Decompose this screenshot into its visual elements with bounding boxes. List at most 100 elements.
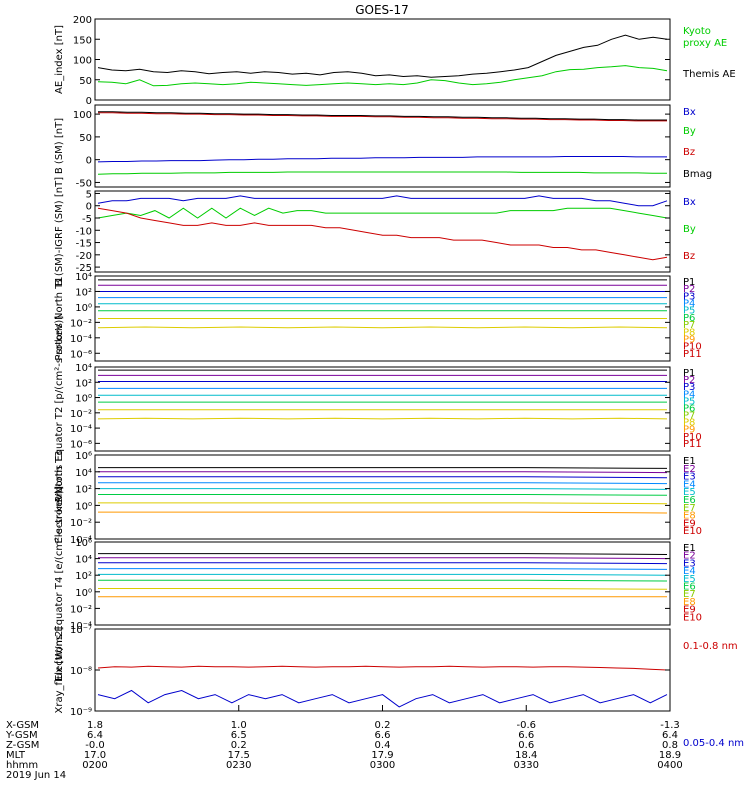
series-label-e9: E9 bbox=[683, 605, 696, 616]
panel-frame bbox=[94, 366, 671, 452]
series-label-p5: P5 bbox=[683, 396, 695, 407]
series-label-p10: P10 bbox=[683, 432, 702, 443]
ytick-label: 100 bbox=[73, 56, 92, 67]
ytick-label: 200 bbox=[73, 15, 92, 26]
series-e7 bbox=[98, 588, 668, 590]
series-label-kyoto: Kyoto bbox=[683, 26, 711, 37]
ytick-label: 10⁻² bbox=[70, 318, 92, 329]
series-e6 bbox=[98, 579, 668, 582]
panel-frame bbox=[94, 18, 671, 101]
series-p8 bbox=[97, 417, 668, 420]
series-label-p3: P3 bbox=[683, 382, 695, 393]
series-label-p9: P9 bbox=[683, 334, 695, 345]
series-e1 bbox=[98, 553, 668, 555]
ytick-label: 10² bbox=[75, 287, 92, 298]
ytick-label: 10⁻⁶ bbox=[70, 439, 92, 450]
ytick-label: 10⁶ bbox=[75, 451, 92, 462]
series-label-p1: P1 bbox=[683, 368, 695, 379]
ylabel: Protons Equator T2 [p/(cm²-s-sr-keV)] bbox=[54, 316, 65, 503]
panel-frame bbox=[94, 104, 671, 188]
series-label-e2: E2 bbox=[683, 551, 696, 562]
series-label-e3: E3 bbox=[683, 472, 696, 483]
panel-frame bbox=[94, 541, 671, 626]
footer-cell: 6.6 bbox=[375, 730, 391, 741]
footer-cell: -0.6 bbox=[516, 720, 536, 731]
ylabel: Electrons North T3 bbox=[54, 450, 65, 543]
series-label-0-05-0-4-nm: 0.05-0.4 nm bbox=[683, 738, 744, 749]
footer-cell: 0.2 bbox=[375, 720, 391, 731]
ytick-label: 10⁻² bbox=[70, 409, 92, 420]
series-label-p4: P4 bbox=[683, 299, 695, 310]
ylabel: Electrons Equator T4 [e/(cm²-s-sr-keV)] bbox=[54, 486, 65, 681]
ytick-label: -50 bbox=[76, 178, 92, 189]
footer-row-label: MLT bbox=[6, 750, 26, 761]
series-e4 bbox=[98, 482, 668, 485]
footer-cell: 1.8 bbox=[87, 720, 103, 731]
ytick-label: 100 bbox=[73, 110, 92, 121]
series-label-by: By bbox=[683, 224, 696, 235]
series-label-e3: E3 bbox=[683, 558, 696, 569]
footer-row-label: Z-GSM bbox=[6, 740, 39, 751]
footer-cell: 17.0 bbox=[84, 750, 106, 761]
series-e8 bbox=[98, 511, 668, 514]
ylabel: B (SM) [nT] bbox=[54, 118, 65, 174]
series-e5 bbox=[98, 488, 668, 490]
footer-cell: 0.6 bbox=[518, 740, 534, 751]
footer-cell: 0330 bbox=[514, 760, 539, 771]
panel-frame bbox=[94, 275, 671, 362]
ytick-label: 10⁶ bbox=[75, 538, 92, 549]
footer-cell: 0400 bbox=[657, 760, 682, 771]
ytick-label: 10⁴ bbox=[75, 363, 92, 374]
series-label-p2: P2 bbox=[683, 284, 695, 295]
series-label-p1: P1 bbox=[683, 277, 695, 288]
series-label-bx: Bx bbox=[683, 197, 696, 208]
panel-frame bbox=[94, 628, 671, 712]
ytick-label: 10⁻² bbox=[70, 518, 92, 529]
ytick-label: 10⁻⁸ bbox=[70, 666, 92, 677]
ytick-label: -20 bbox=[76, 251, 92, 262]
series-label-p8: P8 bbox=[683, 418, 695, 429]
ytick-label: 10⁰ bbox=[75, 394, 92, 405]
series-label-e1: E1 bbox=[683, 543, 696, 554]
ylabel: AE_index [nT] bbox=[54, 25, 65, 94]
panel-frame bbox=[94, 190, 671, 273]
ytick-label: 10⁴ bbox=[75, 272, 92, 283]
series-label-p11: P11 bbox=[683, 349, 702, 360]
footer-cell: 18.4 bbox=[515, 750, 537, 761]
series-e3 bbox=[98, 562, 668, 565]
series-label-e8: E8 bbox=[683, 511, 696, 522]
series-p8 bbox=[97, 326, 668, 329]
footer-cell: 6.5 bbox=[231, 730, 247, 741]
footer-cell: 18.9 bbox=[659, 750, 681, 761]
series-0-05-0-4-nm bbox=[97, 689, 668, 708]
footer-cell: 0.8 bbox=[662, 740, 678, 751]
series-label-e7: E7 bbox=[683, 503, 696, 514]
series-themis-ae bbox=[97, 34, 668, 78]
series-bmag bbox=[98, 111, 667, 121]
ytick-label: -25 bbox=[76, 263, 92, 274]
series-label-p7: P7 bbox=[683, 411, 695, 422]
series-label-e4: E4 bbox=[683, 566, 696, 577]
ytick-label: 5 bbox=[86, 189, 92, 200]
ytick-label: 10⁻⁶ bbox=[70, 349, 92, 360]
ytick-label: 10² bbox=[75, 571, 92, 582]
ytick-label: 0 bbox=[86, 156, 92, 167]
footer-cell: 6.4 bbox=[662, 730, 678, 741]
ytick-label: 150 bbox=[73, 35, 92, 46]
series-label-e10: E10 bbox=[683, 612, 702, 623]
footer-row-label: Y-GSM bbox=[5, 730, 38, 741]
series-label-0-1-0-8-nm: 0.1-0.8 nm bbox=[683, 641, 738, 652]
series-label-p11: P11 bbox=[683, 439, 702, 450]
series-label-e6: E6 bbox=[683, 495, 696, 506]
footer-cell: 0.2 bbox=[231, 740, 247, 751]
footer-cell: 0200 bbox=[82, 760, 107, 771]
series-label-e9: E9 bbox=[683, 518, 696, 529]
series-label-p4: P4 bbox=[683, 389, 695, 400]
ytick-label: 0 bbox=[86, 96, 92, 107]
panel-5: 10⁴ 10² 10⁰ 10⁻² 10⁻⁴ 10⁻⁶ Protons Equator T2 … bbox=[54, 316, 702, 503]
ytick-label: 10⁴ bbox=[75, 555, 92, 566]
